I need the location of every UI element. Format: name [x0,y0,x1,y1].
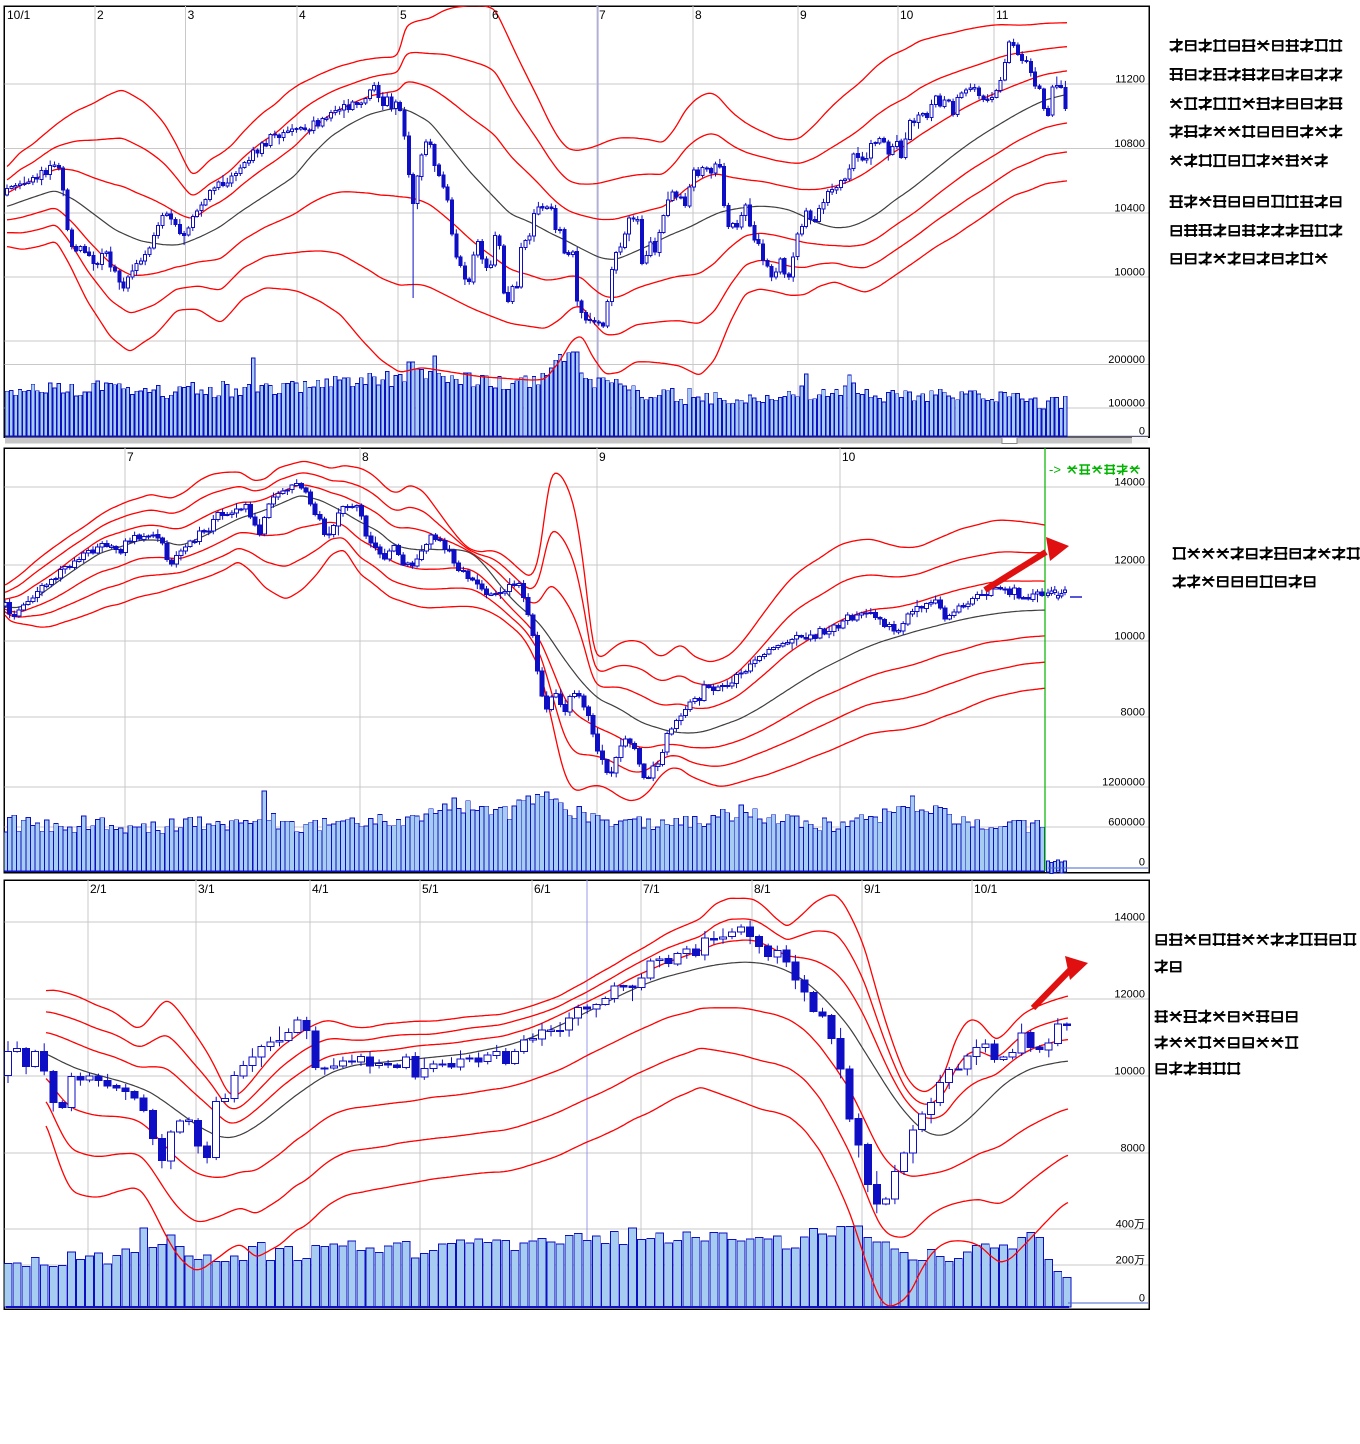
svg-text:10000: 10000 [1114,267,1145,279]
svg-text:10: 10 [842,450,856,464]
svg-text:0: 0 [1139,857,1145,869]
svg-text:600000: 600000 [1108,817,1145,829]
svg-text:10: 10 [900,8,914,22]
svg-text:3/1: 3/1 [198,882,215,896]
svg-text:11200: 11200 [1115,74,1145,86]
svg-text:10/1: 10/1 [974,882,998,896]
svg-text:4: 4 [299,8,306,22]
svg-text:12000: 12000 [1114,989,1145,1001]
svg-text:6/1: 6/1 [534,882,551,896]
svg-text:1200000: 1200000 [1102,777,1145,789]
svg-text:5: 5 [400,8,407,22]
svg-text:8: 8 [362,450,369,464]
svg-text:6: 6 [492,8,499,22]
svg-text:4/1: 4/1 [312,882,329,896]
svg-text:11: 11 [996,8,1009,22]
svg-text:3: 3 [188,8,195,22]
svg-text:7: 7 [127,450,134,464]
svg-text:9/1: 9/1 [864,882,881,896]
svg-text:->: -> [1049,462,1061,477]
svg-text:10/1: 10/1 [7,8,31,22]
svg-text:0: 0 [1139,426,1145,438]
svg-text:5/1: 5/1 [422,882,439,896]
svg-text:400万: 400万 [1116,1219,1145,1231]
svg-text:8000: 8000 [1121,1143,1145,1155]
svg-text:2: 2 [97,8,104,22]
svg-text:9: 9 [800,8,807,22]
svg-text:10000: 10000 [1114,1066,1145,1078]
svg-text:7: 7 [599,8,606,22]
svg-text:8/1: 8/1 [754,882,771,896]
svg-text:8: 8 [695,8,702,22]
svg-text:14000: 14000 [1114,477,1145,489]
svg-text:10800: 10800 [1114,138,1145,150]
svg-text:10400: 10400 [1114,203,1145,215]
svg-text:200000: 200000 [1108,354,1145,366]
svg-text:7/1: 7/1 [643,882,660,896]
svg-text:8000: 8000 [1121,707,1145,719]
svg-text:10000: 10000 [1114,631,1145,643]
svg-text:200万: 200万 [1116,1255,1145,1267]
svg-text:12000: 12000 [1114,555,1145,567]
svg-text:2/1: 2/1 [90,882,107,896]
svg-text:14000: 14000 [1114,912,1145,924]
svg-text:100000: 100000 [1108,398,1145,410]
svg-text:0: 0 [1139,1293,1145,1305]
svg-text:9: 9 [599,450,606,464]
